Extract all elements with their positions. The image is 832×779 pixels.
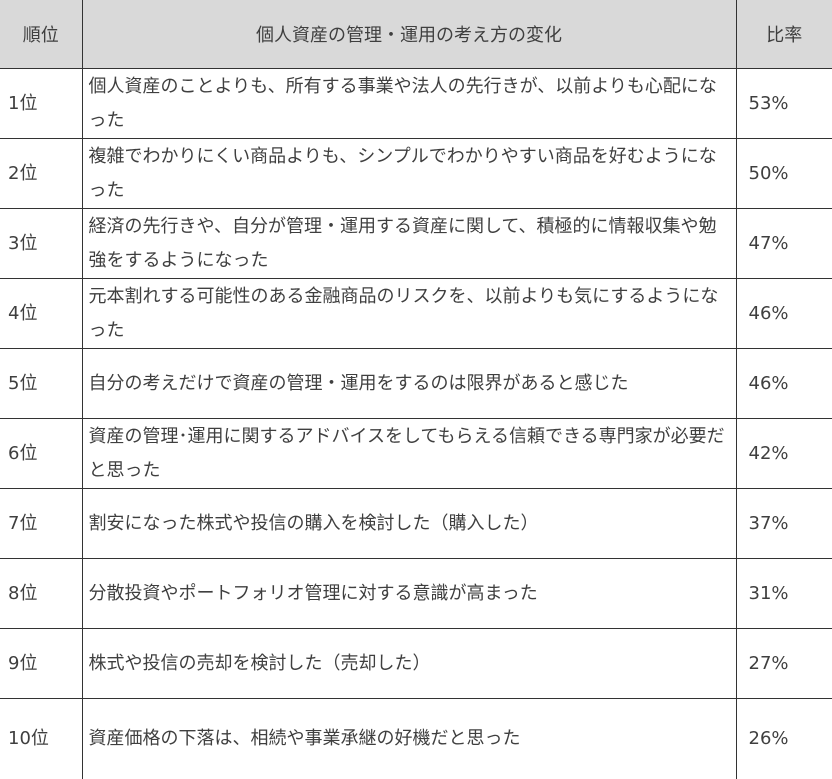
ratio-cell: 53% <box>736 69 832 139</box>
rank-cell: 10位 <box>0 699 82 779</box>
header-ratio: 比率 <box>736 0 832 69</box>
table-row: 6位資産の管理･運用に関するアドバイスをしてもらえる信頼できる専門家が必要だと思… <box>0 419 832 489</box>
ratio-cell: 26% <box>736 699 832 779</box>
table-row: 9位株式や投信の売却を検討した（売却した）27% <box>0 629 832 699</box>
rank-cell: 2位 <box>0 139 82 209</box>
header-rank: 順位 <box>0 0 82 69</box>
table-row: 3位経済の先行きや、自分が管理・運用する資産に関して、積極的に情報収集や勉強をす… <box>0 209 832 279</box>
text-cell: 元本割れする可能性のある金融商品のリスクを、以前よりも気にするようになった <box>82 279 736 349</box>
text-cell: 自分の考えだけで資産の管理・運用をするのは限界があると感じた <box>82 349 736 419</box>
ratio-cell: 31% <box>736 559 832 629</box>
text-cell: 資産価格の下落は、相続や事業承継の好機だと思った <box>82 699 736 779</box>
text-cell: 複雑でわかりにくい商品よりも、シンプルでわかりやすい商品を好むようになった <box>82 139 736 209</box>
ratio-cell: 50% <box>736 139 832 209</box>
rank-cell: 7位 <box>0 489 82 559</box>
rank-cell: 4位 <box>0 279 82 349</box>
text-cell: 資産の管理･運用に関するアドバイスをしてもらえる信頼できる専門家が必要だと思った <box>82 419 736 489</box>
table-row: 7位割安になった株式や投信の購入を検討した（購入した）37% <box>0 489 832 559</box>
rank-cell: 9位 <box>0 629 82 699</box>
text-cell: 割安になった株式や投信の購入を検討した（購入した） <box>82 489 736 559</box>
ratio-cell: 46% <box>736 279 832 349</box>
ratio-cell: 37% <box>736 489 832 559</box>
rank-cell: 5位 <box>0 349 82 419</box>
text-cell: 個人資産のことよりも、所有する事業や法人の先行きが、以前よりも心配になった <box>82 69 736 139</box>
header-change: 個人資産の管理・運用の考え方の変化 <box>82 0 736 69</box>
ratio-cell: 47% <box>736 209 832 279</box>
text-cell: 経済の先行きや、自分が管理・運用する資産に関して、積極的に情報収集や勉強をするよ… <box>82 209 736 279</box>
rank-cell: 8位 <box>0 559 82 629</box>
ratio-cell: 42% <box>736 419 832 489</box>
ratio-cell: 46% <box>736 349 832 419</box>
rank-cell: 3位 <box>0 209 82 279</box>
text-cell: 分散投資やポートフォリオ管理に対する意識が高まった <box>82 559 736 629</box>
rank-cell: 1位 <box>0 69 82 139</box>
ratio-cell: 27% <box>736 629 832 699</box>
rank-cell: 6位 <box>0 419 82 489</box>
text-cell: 株式や投信の売却を検討した（売却した） <box>82 629 736 699</box>
header-row: 順位 個人資産の管理・運用の考え方の変化 比率 <box>0 0 832 69</box>
